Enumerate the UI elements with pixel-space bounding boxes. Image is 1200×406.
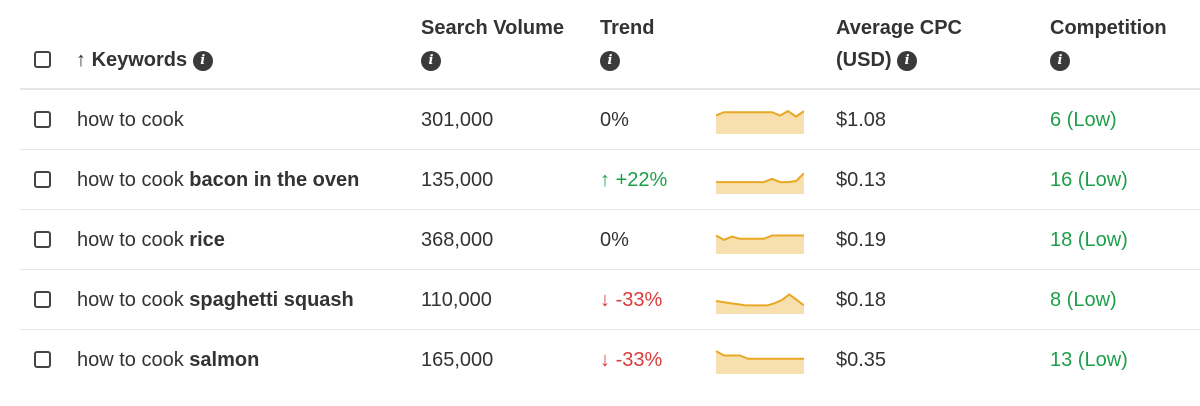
trend-sparkline <box>716 172 804 194</box>
table-row[interactable]: how to cook bacon in the oven 135,000 ↑ … <box>20 150 1200 210</box>
select-all-checkbox[interactable] <box>34 51 51 68</box>
trend-cell: ↓ -33% <box>600 349 663 371</box>
trend-down-arrow-icon: ↓ <box>600 289 610 311</box>
keywords-header-label: Keywords <box>91 49 188 71</box>
avg-cpc-cell: $0.18 <box>836 289 887 311</box>
sparkline-area <box>716 235 804 254</box>
search-volume-cell: 110,000 <box>421 289 492 311</box>
table-row[interactable]: how to cook spaghetti squash 110,000 ↓ -… <box>20 270 1200 330</box>
trend-cell: ↓ -33% <box>600 289 663 311</box>
avg-cpc-cell: $1.08 <box>836 109 887 131</box>
sparkline-line <box>716 172 804 184</box>
search-volume-column-header[interactable]: Search Volume i <box>421 12 564 76</box>
sparkline-line <box>716 109 804 118</box>
search-volume-cell: 301,000 <box>421 109 494 131</box>
search-volume-cell: 165,000 <box>421 349 494 371</box>
sparkline-area <box>716 173 804 194</box>
sparkline-line <box>716 350 804 360</box>
trend-down-arrow-icon: ↓ <box>600 349 610 371</box>
row-checkbox[interactable] <box>34 171 51 188</box>
info-icon[interactable]: i <box>897 50 918 71</box>
trend-sparkline <box>716 234 804 254</box>
avg-cpc-cell: $0.19 <box>836 229 887 251</box>
competition-column-header[interactable]: Competition i <box>1050 12 1167 76</box>
search-volume-header-label: Search Volume <box>421 17 565 39</box>
avg-cpc-column-header[interactable]: Average CPC (USD) i <box>836 12 962 76</box>
info-icon[interactable]: i <box>421 50 441 71</box>
search-volume-cell: 135,000 <box>421 169 494 191</box>
info-icon[interactable]: i <box>192 50 213 71</box>
table-row[interactable]: how to cook rice 368,000 0% $0.19 18 (Lo… <box>20 210 1200 270</box>
trend-cell: 0% <box>600 229 629 251</box>
avg-cpc-header-label: Average CPC <box>836 17 962 39</box>
row-checkbox[interactable] <box>34 291 51 308</box>
table-header: ↑ Keywords i Search Volume i Trend i Ave… <box>20 0 1200 90</box>
table-row[interactable]: how to cook salmon 165,000 ↓ -33% $0.35 … <box>20 330 1200 390</box>
trend-up-arrow-icon: ↑ <box>600 169 610 191</box>
keyword-cell[interactable]: how to cook spaghetti squash <box>77 289 354 311</box>
row-checkbox[interactable] <box>34 351 51 368</box>
trend-sparkline <box>716 109 804 134</box>
trend-cell: 0% <box>600 109 629 131</box>
competition-cell: 8 (Low) <box>1050 289 1117 311</box>
keyword-cell[interactable]: how to cook <box>77 109 184 131</box>
info-icon[interactable]: i <box>1050 50 1070 71</box>
trend-column-header[interactable]: Trend i <box>600 12 654 76</box>
keyword-cell[interactable]: how to cook salmon <box>77 349 260 371</box>
avg-cpc-cell: $0.35 <box>836 349 887 371</box>
keywords-table: ↑ Keywords i Search Volume i Trend i Ave… <box>20 0 1200 390</box>
trend-cell: ↑ +22% <box>600 169 668 191</box>
competition-cell: 16 (Low) <box>1050 169 1128 191</box>
row-checkbox[interactable] <box>34 111 51 128</box>
keyword-cell[interactable]: how to cook bacon in the oven <box>77 169 360 191</box>
sort-up-arrow-icon: ↑ <box>76 49 86 71</box>
table-row[interactable]: how to cook 301,000 0% $1.08 6 (Low) <box>20 90 1200 150</box>
avg-cpc-header-unit: (USD) <box>836 49 892 71</box>
sparkline-line <box>716 234 804 242</box>
competition-cell: 13 (Low) <box>1050 349 1128 371</box>
sparkline-area <box>716 351 804 374</box>
trend-sparkline <box>716 350 804 374</box>
row-checkbox[interactable] <box>34 231 51 248</box>
trend-sparkline <box>716 293 804 314</box>
competition-cell: 6 (Low) <box>1050 109 1117 131</box>
info-icon[interactable]: i <box>600 50 620 71</box>
search-volume-cell: 368,000 <box>421 229 494 251</box>
keyword-cell[interactable]: how to cook rice <box>77 229 225 251</box>
avg-cpc-cell: $0.13 <box>836 169 887 191</box>
sparkline-area <box>716 294 804 314</box>
sparkline-line <box>716 293 804 307</box>
competition-cell: 18 (Low) <box>1050 229 1128 251</box>
competition-header-label: Competition <box>1050 17 1167 39</box>
keywords-column-header[interactable]: ↑ Keywords i <box>76 44 213 76</box>
trend-header-label: Trend <box>600 17 655 39</box>
sparkline-area <box>716 111 804 134</box>
